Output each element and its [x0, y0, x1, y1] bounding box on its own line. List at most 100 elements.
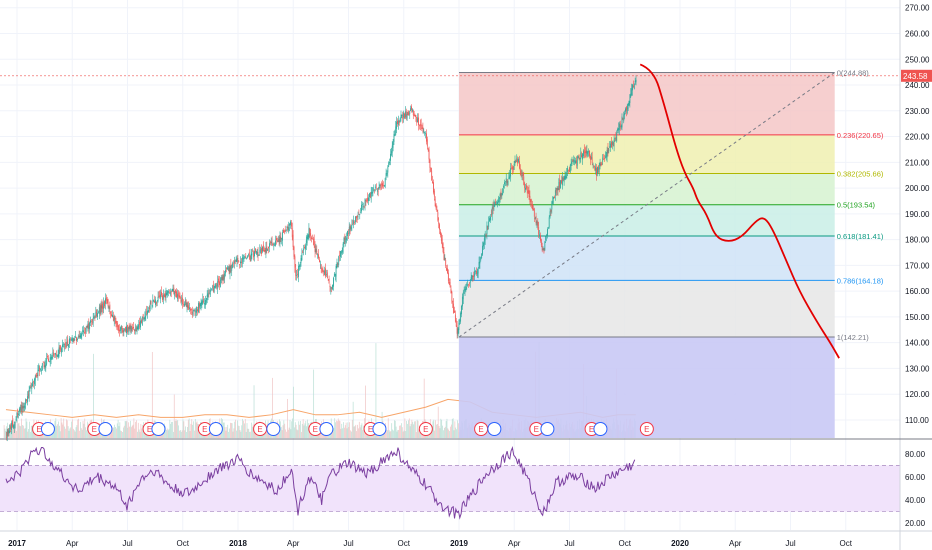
price-candle-body [138, 324, 140, 328]
price-candle-body [570, 163, 572, 167]
price-candle-body [487, 227, 489, 229]
volume-bar [346, 428, 348, 438]
price-candle-body [631, 88, 633, 95]
price-candle-body [264, 249, 266, 252]
price-candle-body [12, 420, 13, 427]
price-candle-body [186, 302, 188, 308]
fib-zone [459, 336, 835, 438]
price-candle-body [537, 221, 539, 227]
price-candle-body [235, 260, 237, 262]
last-price-badge [901, 69, 932, 82]
time-tick-label: 2018 [229, 539, 247, 548]
price-candle-body [475, 271, 476, 272]
earnings-marker-label: E [423, 425, 428, 434]
price-candle-body [509, 175, 511, 179]
volume-bar [30, 425, 32, 438]
price-candle-body [500, 191, 502, 197]
price-candle-body [513, 164, 515, 170]
price-candle-body [107, 299, 109, 307]
price-tick-label: 170.00 [905, 261, 930, 270]
price-candle-body [201, 300, 203, 305]
price-candle-body [634, 81, 636, 83]
price-candle-body [566, 172, 568, 179]
price-candle-body [314, 245, 316, 252]
price-candle-body [208, 292, 210, 294]
price-candle-body [373, 189, 375, 192]
fib-level-label: 0.5(193.54) [837, 201, 876, 210]
price-candle-body [575, 160, 576, 164]
price-candle-body [540, 239, 542, 246]
price-candle-body [510, 168, 512, 177]
price-candle-body [557, 188, 559, 191]
volume-bar [294, 422, 296, 438]
volume-bar [336, 420, 337, 438]
price-candle-body [45, 363, 47, 368]
price-candle-body [75, 336, 77, 338]
volume-bar [14, 424, 15, 438]
price-candle-body [474, 271, 476, 277]
price-candle-body [91, 321, 92, 322]
price-candle-body [336, 262, 338, 269]
price-candle-body [599, 162, 601, 166]
price-candle-body [16, 412, 18, 419]
price-candle-body [93, 316, 95, 319]
price-candle-body [21, 405, 23, 411]
fibonacci-retracement[interactable]: 0(244.88) 0.236(220.65) 0.382(205.66) 0.5(1… [458, 68, 884, 438]
time-tick-label: Oct [398, 539, 411, 548]
price-candle-body [82, 330, 84, 332]
price-candle-body [225, 270, 226, 274]
price-candle-body [502, 189, 504, 195]
volume-bar [340, 428, 342, 438]
volume-bar [140, 424, 142, 438]
price-candle-body [612, 142, 614, 145]
volume-bar [393, 420, 395, 438]
price-candle-body [175, 290, 177, 293]
price-candle-body [129, 326, 131, 330]
price-candle-body [581, 154, 583, 158]
price-candle-body [200, 302, 202, 307]
volume-bar [242, 418, 243, 438]
volume-bar [10, 430, 12, 438]
volume-bar [284, 423, 286, 438]
price-candle-body [330, 286, 332, 290]
price-candle-body [183, 303, 185, 306]
price-candle-body [218, 278, 219, 283]
price-tick-label: 210.00 [905, 158, 930, 167]
price-candle-body [219, 281, 220, 286]
price-candle-body [473, 274, 475, 276]
volume-bar [176, 420, 178, 438]
price-candle-body [220, 276, 222, 281]
price-candle-body [587, 151, 589, 153]
price-candle-body [357, 216, 359, 218]
price-candle-body [135, 330, 137, 331]
price-candle-body [601, 162, 603, 164]
volume-bar [400, 425, 401, 438]
price-candle-body [383, 185, 385, 187]
price-candle-body [146, 311, 148, 313]
price-candle-body [263, 250, 265, 252]
volume-bar [26, 421, 28, 438]
price-candle-body [347, 233, 349, 235]
price-candle-body [433, 190, 435, 197]
volume-bar [179, 430, 180, 438]
price-candle-body [162, 294, 164, 300]
price-candle-body [22, 406, 24, 409]
price-candle-body [467, 284, 469, 286]
volume-bar [83, 423, 85, 438]
price-candle-body [137, 325, 139, 330]
volume-bar [169, 419, 171, 438]
price-candle-body [334, 273, 336, 276]
price-candle-body [48, 358, 49, 362]
price-candle-body [365, 199, 367, 201]
volume-bar [300, 420, 301, 438]
price-candle-body [368, 197, 369, 201]
dividend-marker [372, 422, 387, 436]
price-candle-body [222, 275, 224, 281]
volume-bar [343, 422, 344, 438]
price-candle-body [265, 247, 267, 253]
price-candle-body [404, 113, 405, 119]
volume-bar [6, 426, 8, 438]
price-candle-body [183, 303, 184, 305]
price-candle-body [209, 293, 211, 295]
